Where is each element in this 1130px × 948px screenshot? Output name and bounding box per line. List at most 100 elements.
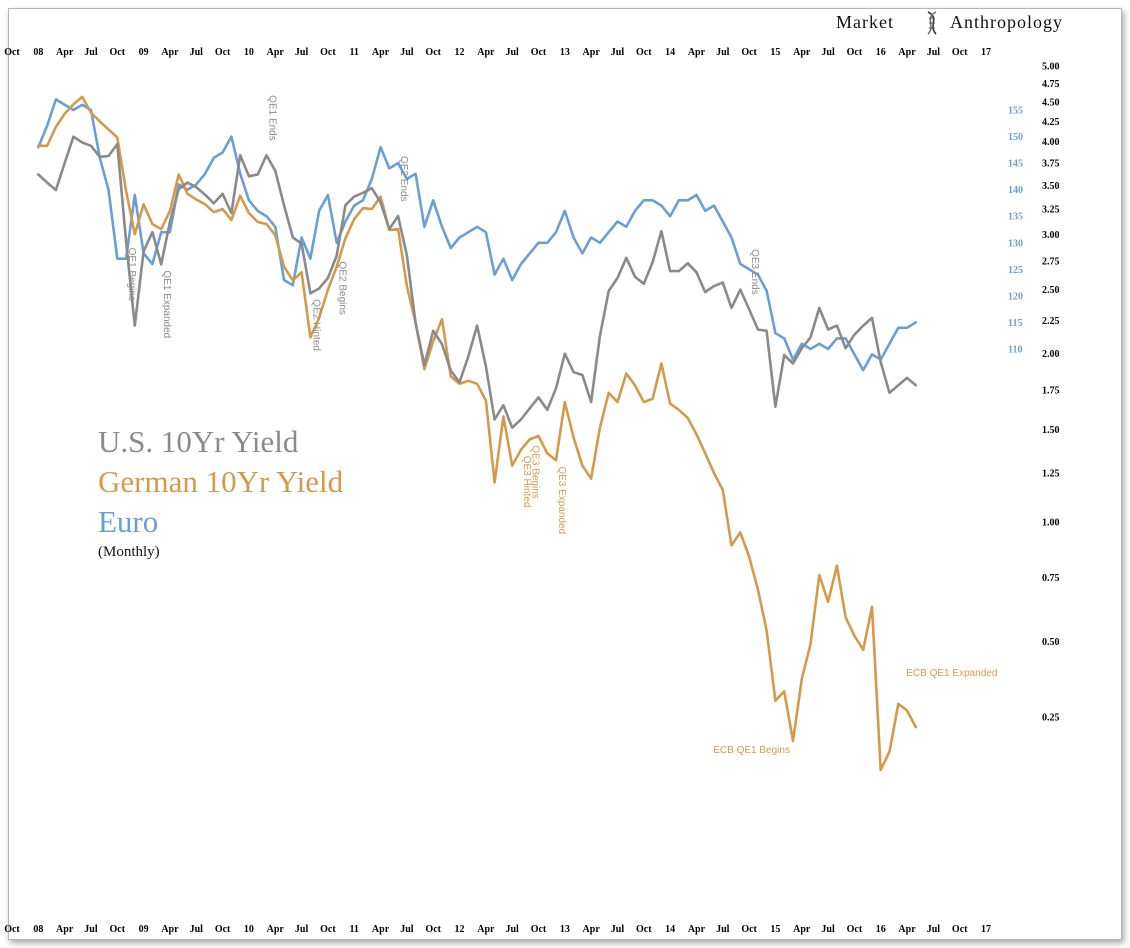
x-tick-label-bottom: Apr: [161, 924, 179, 935]
x-tick-label-bottom: Jul: [927, 924, 941, 935]
x-tick-label-top: Apr: [688, 47, 706, 58]
y-tick-label-euro: 130: [1008, 238, 1023, 249]
x-tick-label-bottom: 15: [770, 924, 780, 935]
x-tick-label-bottom: 09: [139, 924, 149, 935]
x-tick-label-top: Apr: [898, 47, 916, 58]
y-tick-label-yield: 2.25: [1042, 316, 1060, 327]
x-tick-label-top: Apr: [477, 47, 495, 58]
x-tick-label-bottom: Jul: [506, 924, 520, 935]
x-axis-top: Oct 08 Apr Jul Oct 09 Apr Jul Oct 10 Apr Jul Oct 11 Ap…: [4, 47, 991, 58]
y-tick-label-yield: 3.50: [1042, 181, 1060, 192]
x-tick-label-bottom: Apr: [477, 924, 495, 935]
x-tick-label-bottom: Apr: [583, 924, 601, 935]
x-tick-label-top: Jul: [400, 47, 414, 58]
x-tick-label-top: Apr: [372, 47, 390, 58]
x-tick-label-top: Oct: [636, 47, 652, 58]
x-tick-label-bottom: Oct: [636, 924, 652, 935]
x-tick-label-bottom: Oct: [952, 924, 968, 935]
x-tick-label-top: 13: [560, 47, 570, 58]
annotation-label: QE2 Ends: [398, 156, 409, 202]
dna-icon: [927, 11, 937, 35]
y-axis-yield: 5.00 4.75 4.50 4.25 4.00 3.75 3.50 3.25 3.00 2.75…: [1042, 62, 1060, 724]
y-tick-label-euro: 110: [1008, 345, 1022, 356]
annotation-label: QE2 Begins: [337, 262, 348, 315]
y-tick-label-yield: 0.75: [1042, 573, 1060, 584]
x-tick-label-bottom: Oct: [215, 924, 231, 935]
x-tick-label-bottom: 12: [455, 924, 465, 935]
x-tick-label-bottom: Apr: [793, 924, 811, 935]
annotation-label: QE1 Ends: [266, 95, 277, 141]
legend: U.S. 10Yr Yield German 10Yr Yield Euro (…: [98, 424, 344, 560]
x-tick-label-top: Apr: [161, 47, 179, 58]
legend-us: U.S. 10Yr Yield: [98, 424, 299, 459]
x-tick-label-top: Jul: [295, 47, 309, 58]
legend-de: German 10Yr Yield: [98, 464, 344, 499]
x-tick-label-bottom: 17: [981, 924, 991, 935]
x-tick-label-top: Apr: [267, 47, 285, 58]
x-tick-label-top: 09: [139, 47, 149, 58]
x-tick-label-bottom: Oct: [425, 924, 441, 935]
x-tick-label-top: 11: [349, 47, 358, 58]
x-tick-label-top: Jul: [190, 47, 204, 58]
annotations: QE1 Begins QE1 Expanded QE1 Ends QE2 Hinted…: [126, 95, 997, 756]
y-tick-label-yield: 1.25: [1042, 469, 1060, 480]
x-tick-label-bottom: Jul: [821, 924, 835, 935]
annotation-label: QE3 Hinted: [521, 456, 532, 508]
annotation-label: QE1 Begins: [126, 248, 137, 301]
x-tick-label-top: Jul: [716, 47, 730, 58]
y-tick-label-yield: 2.75: [1042, 257, 1060, 268]
x-tick-label-top: Oct: [741, 47, 757, 58]
annotation-label: ECB QE1 Begins: [713, 745, 790, 756]
x-tick-label-top: Oct: [215, 47, 231, 58]
legend-euro: Euro: [98, 504, 158, 539]
y-tick-label-euro: 145: [1008, 159, 1023, 170]
x-tick-label-bottom: 11: [349, 924, 358, 935]
x-tick-label-bottom: Apr: [688, 924, 706, 935]
x-axis-bottom: Oct 08 Apr Jul Oct 09 Apr Jul Oct 10 Apr Jul Oct 11 Ap…: [4, 924, 991, 935]
y-tick-label-yield: 4.25: [1042, 117, 1060, 128]
y-tick-label-yield: 2.00: [1042, 349, 1060, 360]
x-tick-label-bottom: Oct: [741, 924, 757, 935]
y-tick-label-euro: 140: [1008, 185, 1023, 196]
x-tick-label-top: 08: [33, 47, 43, 58]
brand-market: Market: [836, 12, 894, 32]
y-tick-label-euro: 155: [1008, 106, 1023, 117]
x-tick-label-bottom: 08: [33, 924, 43, 935]
legend-note: (Monthly): [98, 544, 160, 560]
x-tick-label-bottom: Oct: [847, 924, 863, 935]
y-tick-label-euro: 150: [1008, 132, 1023, 143]
y-tick-label-yield: 3.00: [1042, 230, 1060, 241]
x-tick-label-top: 16: [876, 47, 886, 58]
y-tick-label-yield: 1.00: [1042, 517, 1060, 528]
y-tick-label-yield: 3.25: [1042, 205, 1060, 216]
y-tick-label-yield: 3.75: [1042, 158, 1060, 169]
series-lines: [36, 95, 918, 772]
y-tick-label-yield: 0.25: [1042, 713, 1060, 724]
x-tick-label-top: Apr: [56, 47, 74, 58]
x-tick-label-top: Oct: [110, 47, 126, 58]
x-tick-label-bottom: 10: [244, 924, 254, 935]
y-tick-label-yield: 2.50: [1042, 285, 1060, 296]
x-tick-label-bottom: Jul: [190, 924, 204, 935]
x-tick-label-top: Jul: [84, 47, 98, 58]
x-tick-label-top: Jul: [821, 47, 835, 58]
x-tick-label-top: Jul: [927, 47, 941, 58]
x-tick-label-top: Oct: [4, 47, 20, 58]
annotation-label: QE3 Ends: [749, 249, 760, 295]
x-tick-label-bottom: Oct: [4, 924, 20, 935]
x-tick-label-bottom: Apr: [267, 924, 285, 935]
x-tick-label-top: Oct: [847, 47, 863, 58]
chart-frame: [8, 8, 1122, 940]
annotation-label: QE1 Expanded: [161, 270, 172, 338]
x-tick-label-top: Apr: [583, 47, 601, 58]
x-tick-label-bottom: Jul: [716, 924, 730, 935]
x-tick-label-top: 14: [665, 47, 675, 58]
y-tick-label-yield: 1.75: [1042, 385, 1060, 396]
x-tick-label-bottom: Oct: [320, 924, 336, 935]
y-tick-label-yield: 4.75: [1042, 79, 1060, 90]
y-tick-label-euro: 135: [1008, 212, 1023, 223]
annotation-label: QE3 Expanded: [556, 466, 567, 534]
x-tick-label-bottom: Jul: [611, 924, 625, 935]
